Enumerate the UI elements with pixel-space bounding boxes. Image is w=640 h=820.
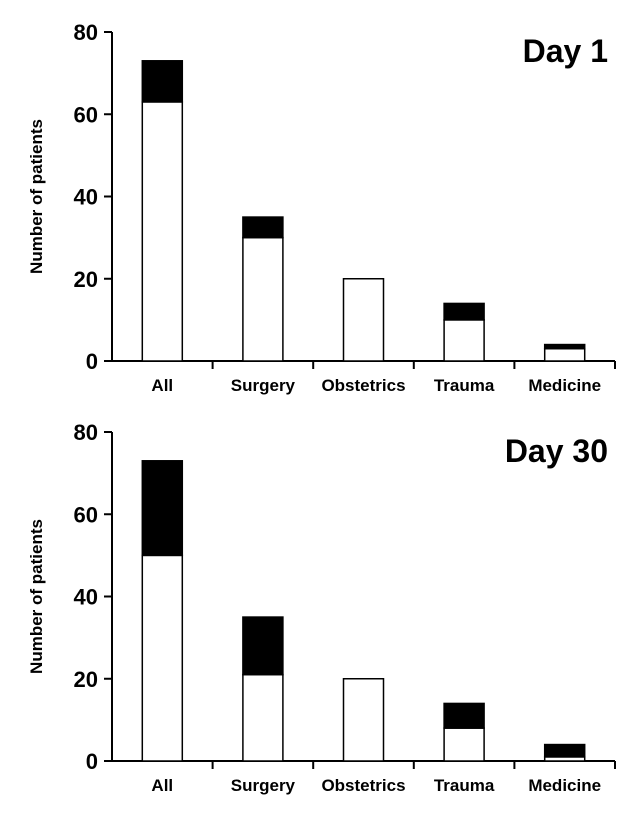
bar-surgery-upper: [242, 616, 284, 676]
bar-trauma-upper: [443, 702, 485, 729]
y-tick-label: 20: [74, 267, 98, 292]
category-label: Surgery: [231, 776, 296, 795]
bar-medicine-lower: [543, 347, 586, 362]
bar-all-lower: [141, 554, 184, 762]
bar-trauma-upper: [443, 302, 485, 321]
category-label: Obstetrics: [321, 776, 405, 795]
chart-day-30: 0 20 40 60 80 All Surgery Obstetrics Trauma Medic…: [27, 420, 616, 795]
bar-trauma-lower: [443, 727, 485, 762]
category-label: Trauma: [434, 776, 495, 795]
y-tick-label: 60: [74, 502, 98, 527]
panel-title: Day 30: [505, 433, 608, 469]
y-tick-label: 20: [74, 667, 98, 692]
y-tick-label: 60: [74, 102, 98, 127]
category-label: Obstetrics: [321, 376, 405, 395]
bar-all-upper: [141, 60, 184, 103]
chart-day-1: 0 20 40 60 80 All Surgery Obstetrics Trauma Medic…: [27, 20, 616, 395]
category-label: Trauma: [434, 376, 495, 395]
bar-medicine-upper: [543, 343, 586, 350]
y-axis-title: Number of patients: [27, 519, 46, 674]
bar-obstetrics-lower: [342, 278, 385, 362]
bar-trauma-lower: [443, 319, 485, 362]
category-label: Medicine: [528, 376, 601, 395]
bar-surgery-lower: [242, 673, 284, 762]
bar-all-upper: [141, 460, 184, 557]
bar-all-lower: [141, 101, 184, 362]
category-label: All: [151, 776, 173, 795]
category-label: Surgery: [231, 376, 296, 395]
bar-medicine-upper: [543, 743, 586, 758]
bar-obstetrics-lower: [342, 678, 385, 762]
y-tick-label: 80: [74, 420, 98, 445]
y-tick-label: 0: [86, 749, 98, 774]
bar-surgery-upper: [242, 216, 284, 239]
category-label: All: [151, 376, 173, 395]
category-label: Medicine: [528, 776, 601, 795]
y-tick-label: 40: [74, 585, 98, 610]
bar-surgery-lower: [242, 236, 284, 362]
y-tick-label: 40: [74, 185, 98, 210]
y-tick-label: 80: [74, 20, 98, 45]
y-axis-title: Number of patients: [27, 119, 46, 274]
y-tick-label: 0: [86, 349, 98, 374]
panel-title: Day 1: [523, 33, 608, 69]
